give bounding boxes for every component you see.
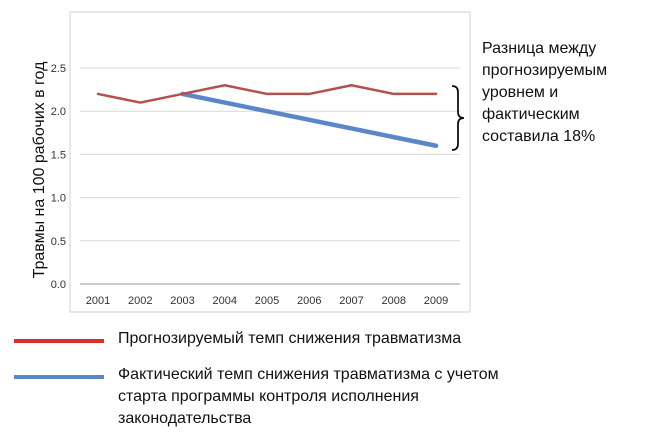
- annotation-line: фактическим: [482, 106, 580, 123]
- x-tick-label: 2001: [86, 295, 110, 307]
- legend-label: Прогнозируемый темп снижения травматизма: [118, 330, 462, 347]
- annotation-line: составила 18%: [482, 128, 596, 145]
- x-tick-label: 2008: [382, 295, 406, 307]
- difference-annotation: Разница между прогнозируемым уровнем и ф…: [482, 38, 642, 148]
- series-line-actual: [180, 91, 439, 149]
- annotation-line: уровнем и: [482, 84, 559, 101]
- y-tick-label: 1.5: [51, 149, 66, 161]
- y-tick-label: 2.0: [51, 106, 66, 118]
- series-line-forecast: [96, 84, 438, 104]
- y-tick-label: 0.5: [51, 236, 66, 248]
- legend-swatch-blue: [14, 375, 104, 379]
- x-tick-label: 2004: [213, 295, 237, 307]
- y-tick-label: 2.5: [51, 63, 66, 75]
- legend-swatch-red: [14, 339, 104, 343]
- y-tick-label: 0.0: [51, 279, 66, 291]
- x-tick-labels: 2001 2002 2003 2004 2005 2006 2007 2008 2009: [86, 295, 448, 307]
- x-tick-label: 2006: [297, 295, 321, 307]
- gridlines: [80, 67, 460, 285]
- series-lines: [96, 84, 439, 149]
- y-axis-label: Травмы на 100 рабочих в год: [31, 61, 48, 278]
- x-tick-label: 2002: [128, 295, 152, 307]
- brace: [451, 85, 465, 151]
- annotation-line: Разница между: [482, 40, 597, 57]
- legend-label-line: Фактический темп снижения травматизма с …: [118, 366, 499, 383]
- x-tick-label: 2009: [424, 295, 448, 307]
- annotation-line: прогнозируемым: [482, 62, 608, 79]
- x-tick-label: 2007: [339, 295, 363, 307]
- x-tick-label: 2005: [255, 295, 279, 307]
- plot-frame: [69, 11, 471, 313]
- y-tick-labels: 0.0 0.5 1.0 1.5 2.0 2.5: [51, 63, 66, 291]
- legend-label-line: старта программы контроля исполнения: [118, 388, 419, 405]
- y-tick-label: 1.0: [51, 193, 66, 205]
- legend-label-line: законодательства: [118, 410, 252, 427]
- x-tick-label: 2003: [170, 295, 194, 307]
